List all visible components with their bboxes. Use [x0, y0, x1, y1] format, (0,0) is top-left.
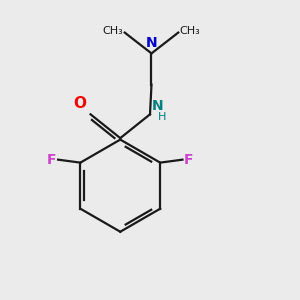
Text: F: F: [184, 153, 194, 167]
Text: H: H: [158, 112, 167, 122]
Text: N: N: [146, 36, 157, 50]
Text: CH₃: CH₃: [103, 26, 123, 36]
Text: N: N: [152, 99, 163, 113]
Text: F: F: [47, 153, 57, 167]
Text: O: O: [73, 96, 86, 111]
Text: CH₃: CH₃: [180, 26, 200, 36]
